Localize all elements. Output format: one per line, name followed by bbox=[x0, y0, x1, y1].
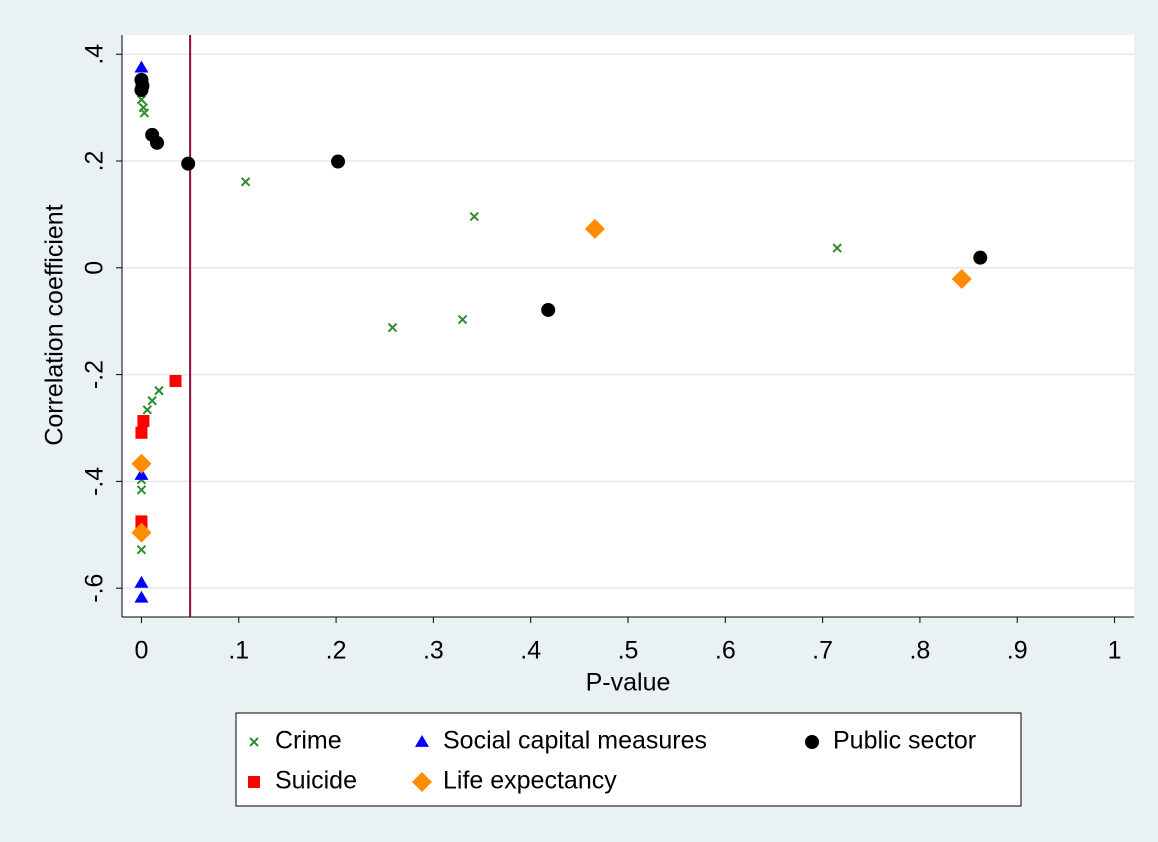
plot-area bbox=[122, 35, 1134, 617]
x-tick-label: .4 bbox=[520, 637, 541, 665]
data-point bbox=[169, 374, 182, 387]
data-point bbox=[951, 269, 972, 290]
x-tick-label: 1 bbox=[1108, 637, 1122, 665]
data-point bbox=[134, 575, 149, 588]
y-tick-label: 0 bbox=[81, 261, 109, 275]
x-tick-label: .1 bbox=[228, 637, 249, 665]
y-axis-title: Correlation coefficient bbox=[41, 204, 69, 445]
legend-label: Life expectancy bbox=[443, 767, 617, 795]
data-point bbox=[139, 108, 150, 118]
data-point bbox=[147, 396, 157, 406]
legend-marker bbox=[248, 776, 260, 788]
data-point bbox=[973, 250, 988, 265]
legend-marker bbox=[412, 772, 432, 792]
data-point bbox=[134, 82, 149, 97]
data-point bbox=[136, 545, 147, 555]
data-point bbox=[832, 243, 842, 253]
y-tick-label: -.4 bbox=[81, 467, 109, 496]
data-point bbox=[136, 485, 147, 495]
x-tick-label: .8 bbox=[909, 637, 930, 665]
data-point bbox=[131, 453, 152, 474]
y-tick-label: -.6 bbox=[81, 574, 109, 603]
data-point bbox=[387, 322, 398, 333]
data-point bbox=[154, 385, 164, 396]
x-tick-label: .2 bbox=[326, 637, 347, 665]
data-point bbox=[134, 60, 149, 73]
x-tick-label: 0 bbox=[135, 637, 149, 665]
data-point bbox=[134, 590, 149, 603]
data-point bbox=[541, 302, 556, 317]
data-point bbox=[134, 467, 149, 480]
x-tick-label: .7 bbox=[812, 637, 833, 665]
legend-label: Public sector bbox=[833, 727, 976, 755]
data-point bbox=[584, 218, 605, 239]
y-tick-label: -.2 bbox=[81, 360, 109, 389]
x-axis-title: P-value bbox=[586, 669, 671, 697]
data-point bbox=[131, 522, 152, 543]
data-point bbox=[135, 426, 148, 439]
data-point bbox=[150, 135, 165, 150]
data-point bbox=[181, 156, 196, 171]
y-tick-label: .4 bbox=[81, 44, 109, 65]
y-tick-label: .2 bbox=[81, 151, 109, 172]
data-point bbox=[240, 177, 251, 187]
x-tick-label: .5 bbox=[618, 637, 639, 665]
data-point bbox=[469, 211, 479, 222]
legend-marker bbox=[249, 737, 259, 747]
legend-marker bbox=[415, 735, 429, 747]
data-point bbox=[136, 94, 147, 105]
data-point bbox=[142, 405, 153, 415]
x-tick-label: .6 bbox=[715, 637, 736, 665]
legend-label: Crime bbox=[275, 727, 342, 755]
data-point bbox=[457, 314, 468, 325]
x-tick-label: .3 bbox=[423, 637, 444, 665]
legend-label: Suicide bbox=[275, 767, 357, 795]
x-tick-label: .9 bbox=[1007, 637, 1028, 665]
data-point bbox=[137, 415, 150, 428]
legend-box bbox=[235, 712, 1022, 807]
data-point bbox=[331, 154, 346, 169]
legend-marker bbox=[805, 735, 819, 749]
legend-label: Social capital measures bbox=[443, 727, 707, 755]
